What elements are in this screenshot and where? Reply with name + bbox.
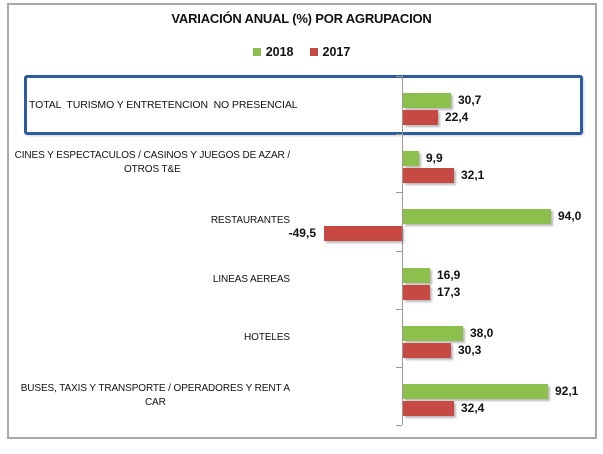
legend-label-2018: 2018	[265, 45, 294, 59]
highlight-box	[24, 75, 583, 135]
value-label-2018: 38,0	[470, 326, 494, 340]
bar-2017	[403, 168, 454, 183]
legend-item-2017: 2017	[309, 45, 351, 59]
bar-2018	[403, 209, 551, 224]
bar-2018	[403, 151, 419, 166]
category-label: TOTAL TURISMO Y ENTRETENCION NO PRESENCI…	[29, 99, 298, 112]
value-label-2018: 30,7	[458, 93, 482, 107]
category-label: RESTAURANTES	[210, 215, 290, 227]
legend-item-2018: 2018	[252, 45, 294, 59]
value-label-2017: 32,4	[461, 401, 485, 415]
value-label-2017: -49,5	[288, 226, 316, 240]
bar-2017	[403, 285, 430, 300]
bar-2018	[403, 93, 451, 108]
axis-tick	[396, 76, 402, 77]
category-label: HOTELES	[244, 331, 290, 343]
legend-swatch-2018-icon	[252, 48, 261, 56]
category-label: LINEAS AEREAS	[212, 273, 290, 285]
category-label: CINES Y ESPECTACULOS / CASINOS Y JUEGOS …	[14, 150, 290, 176]
axis-tick	[396, 367, 402, 368]
bar-2017	[403, 343, 451, 358]
axis-tick	[396, 192, 402, 193]
value-label-2018: 94,0	[558, 209, 582, 223]
chart-title: VARIACIÓN ANUAL (%) POR AGRUPACION	[171, 11, 432, 26]
bar-2018	[403, 384, 548, 399]
value-label-2017: 17,3	[437, 285, 461, 299]
category-label: BUSES, TAXIS Y TRANSPORTE / OPERADORES Y…	[20, 382, 290, 408]
legend-swatch-2017-icon	[309, 48, 318, 56]
bar-2018	[403, 326, 463, 341]
legend-label-2017: 2017	[322, 45, 351, 59]
bar-2018	[403, 268, 430, 283]
value-axis-line	[402, 76, 403, 425]
axis-tick	[396, 309, 402, 310]
value-label-2017: 30,3	[458, 343, 482, 357]
axis-tick	[396, 134, 402, 135]
bar-2017	[403, 401, 454, 416]
bar-2017	[324, 226, 402, 241]
bar-2017	[403, 110, 438, 125]
legend: 2018 2017	[0, 45, 603, 59]
value-label-2018: 16,9	[437, 268, 461, 282]
value-label-2018: 9,9	[426, 151, 443, 165]
value-label-2018: 92,1	[555, 384, 579, 398]
axis-tick	[396, 425, 402, 426]
value-label-2017: 22,4	[445, 110, 469, 124]
value-label-2017: 32,1	[461, 168, 485, 182]
axis-tick	[396, 251, 402, 252]
